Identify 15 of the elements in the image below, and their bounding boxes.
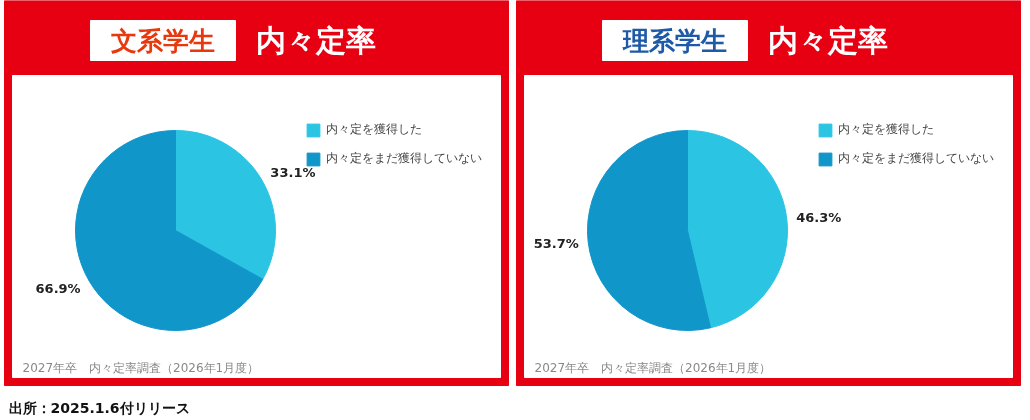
legend-label: 内々定を獲得した (326, 121, 422, 138)
chart-title: 理系学生 (621, 25, 727, 56)
chart-title: 文系学生 (110, 25, 215, 56)
data-label: 46.3% (796, 209, 842, 225)
legend-label: 内々定を獲得した (838, 121, 934, 138)
text: 2027年卒 内々定率調査（2026年1月度） (534, 360, 772, 375)
text: 出所：2025.1.6付リリース (8, 399, 190, 416)
data-label: 33.1% (270, 165, 316, 181)
data-label: 53.7% (533, 236, 579, 252)
data-label: 66.9% (35, 280, 81, 296)
legend-label: 内々定をまだ獲得していない (838, 150, 994, 167)
chart-subtitle: 内々定率 (767, 23, 888, 58)
chart-subtitle: 内々定率 (255, 23, 376, 58)
text: 2027年卒 内々定率調査（2026年1月度） (22, 360, 260, 375)
legend-label: 内々定をまだ獲得していない (326, 150, 482, 167)
